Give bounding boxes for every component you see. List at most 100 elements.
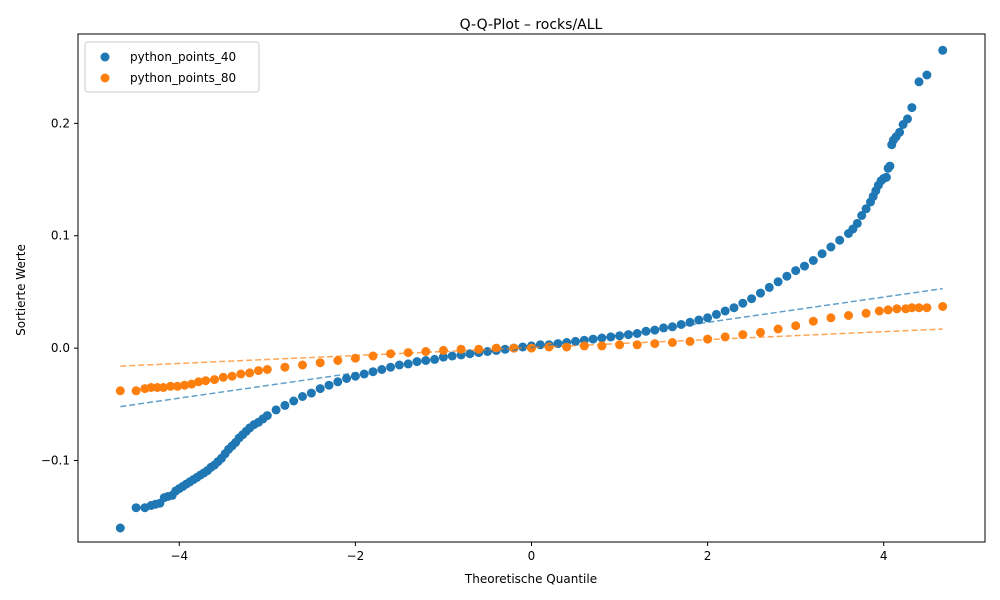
data-point (782, 271, 792, 281)
legend-marker-python-points-40 (100, 52, 110, 62)
data-point (844, 311, 853, 320)
data-point (861, 204, 871, 214)
data-point (315, 358, 325, 368)
data-point (895, 127, 905, 137)
data-point (333, 356, 343, 365)
data-point (938, 302, 948, 311)
data-point (166, 381, 175, 391)
data-point (227, 371, 237, 381)
data-point (342, 374, 352, 383)
legend-label-python-points-80: python_points_80 (130, 71, 236, 85)
data-point (187, 379, 197, 389)
data-point (667, 338, 677, 347)
data-point (430, 354, 440, 364)
data-point (791, 266, 801, 276)
data-point (747, 294, 757, 304)
data-point (659, 323, 669, 333)
data-point (764, 282, 774, 292)
data-point (729, 303, 739, 313)
data-point (421, 356, 431, 365)
data-point (368, 367, 378, 377)
legend-box (84, 41, 260, 93)
data-point (271, 405, 281, 415)
data-point (676, 320, 686, 329)
data-point (491, 343, 501, 353)
x-axis-label: Theoretische Quantile (464, 572, 597, 586)
data-point (883, 305, 893, 315)
data-point (146, 383, 156, 392)
data-point (421, 347, 431, 356)
data-point (474, 344, 484, 354)
y-tick-label: 0.1 (51, 229, 70, 243)
data-point (826, 313, 836, 323)
data-point (597, 341, 607, 351)
data-point (874, 306, 884, 316)
data-point (791, 321, 801, 331)
data-point (315, 384, 325, 394)
data-point (703, 313, 713, 323)
y-tick-label: 0.0 (51, 341, 70, 355)
data-point (456, 344, 466, 354)
data-point (394, 360, 404, 370)
data-point (922, 303, 932, 313)
data-point (892, 304, 902, 314)
data-point (685, 336, 695, 346)
data-point (773, 324, 783, 334)
data-point (518, 342, 528, 352)
data-point (289, 396, 299, 406)
data-point (756, 288, 765, 298)
data-point (632, 340, 642, 350)
fit-line-python-points-80 (120, 328, 943, 367)
data-point (615, 331, 625, 341)
data-point (333, 377, 343, 387)
data-point (826, 242, 836, 252)
data-point (615, 340, 625, 350)
data-point (650, 325, 660, 335)
data-point (194, 377, 204, 387)
legend-marker-python-points-80 (100, 73, 110, 83)
x-tick-label: 2 (704, 549, 712, 563)
legend: python_points_40 python_points_80 (84, 41, 260, 93)
x-tick-label: −4 (170, 549, 188, 563)
data-point (180, 380, 190, 390)
data-point (885, 161, 895, 171)
data-point (808, 256, 818, 265)
data-point (914, 77, 924, 87)
y-tick-label: 0.2 (51, 116, 70, 130)
x-tick-label: 4 (880, 549, 888, 563)
data-point (711, 309, 721, 319)
data-point (756, 327, 765, 337)
data-point (817, 249, 827, 259)
data-point (907, 303, 917, 313)
data-point (800, 261, 809, 271)
data-point (720, 332, 730, 342)
data-point (324, 380, 334, 390)
data-point (254, 366, 263, 376)
data-point (280, 400, 290, 410)
data-point (350, 371, 360, 381)
y-axis-label: Sortierte Werte (14, 244, 28, 336)
data-point (835, 235, 845, 245)
data-point (201, 376, 211, 386)
data-point (298, 392, 307, 401)
x-tick-label: −2 (347, 549, 365, 563)
data-point (115, 386, 125, 396)
data-point (298, 360, 307, 370)
data-point (306, 388, 316, 398)
data-point (667, 322, 677, 332)
data-point (857, 211, 867, 220)
data-point (738, 298, 748, 308)
data-point (262, 365, 272, 374)
data-point (881, 172, 891, 182)
data-point (562, 342, 572, 352)
x-tick-label: 0 (528, 549, 536, 563)
data-point (131, 386, 141, 396)
y-tick-label: −0.1 (41, 454, 70, 468)
data-point (907, 103, 917, 113)
data-point (115, 523, 125, 533)
chart-title: Q-Q-Plot – rocks/ALL (460, 17, 603, 33)
data-point (403, 359, 413, 369)
plot-area (115, 45, 948, 533)
axes: −4 −2 0 2 4 −0.1 0.0 0.1 0.2 (41, 33, 986, 563)
